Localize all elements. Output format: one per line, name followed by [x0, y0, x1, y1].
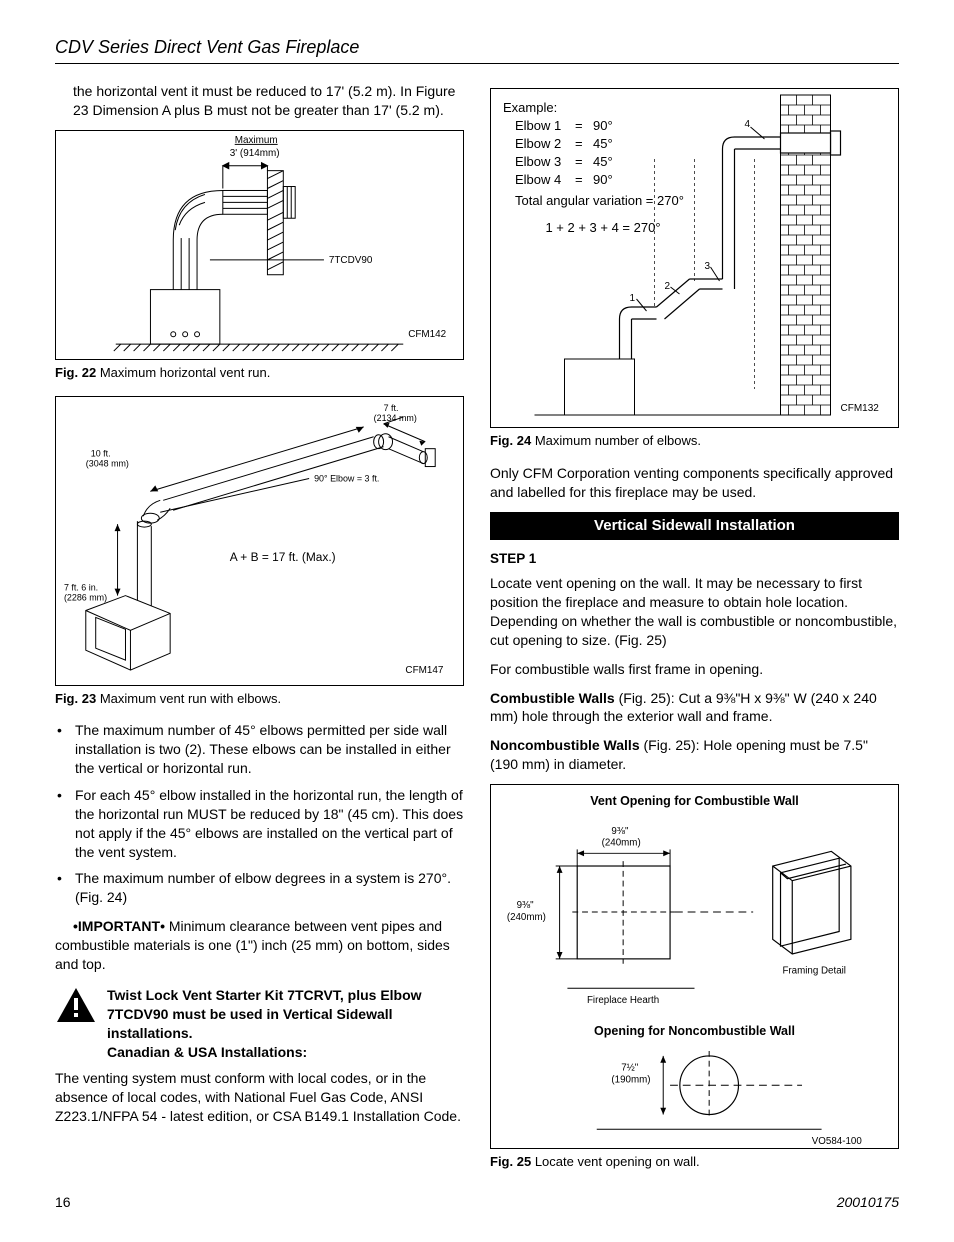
intro-paragraph: the horizontal vent it must be reduced t…	[55, 82, 464, 120]
fig24-num: Fig. 24	[490, 433, 531, 448]
two-column-layout: the horizontal vent it must be reduced t…	[55, 82, 899, 1170]
svg-text:CFM132: CFM132	[841, 403, 880, 414]
svg-text:(190mm): (190mm)	[611, 1074, 650, 1085]
svg-text:Maximum: Maximum	[235, 135, 278, 146]
bullet-2: For each 45° elbow installed in the hori…	[75, 786, 464, 862]
fig25-header-1: Vent Opening for Combustible Wall	[499, 793, 890, 810]
svg-text:A + B = 17 ft. (Max.): A + B = 17 ft. (Max.)	[230, 549, 336, 563]
only-cfm-paragraph: Only CFM Corporation venting components …	[490, 464, 899, 502]
left-column: the horizontal vent it must be reduced t…	[55, 82, 464, 1170]
fig23-text: Maximum vent run with elbows.	[100, 691, 281, 706]
svg-text:CFM142: CFM142	[408, 329, 446, 340]
svg-text:7TCDV90: 7TCDV90	[329, 255, 373, 266]
figure-22-box: Maximum 3' (914mm) 7TCDV90 CFM142	[55, 130, 464, 360]
figure-23-box: 7 ft. (2134 mm) 10 ft. (3048 mm) 90° Elb…	[55, 396, 464, 686]
step1-p1: Locate vent opening on the wall. It may …	[490, 574, 899, 650]
important-note: •IMPORTANT• Minimum clearance between ve…	[55, 917, 464, 974]
figure-25-svg-bottom: 7½" (190mm) VO584-100	[499, 1040, 890, 1150]
bullet-list: The maximum number of 45° elbows permitt…	[55, 721, 464, 907]
page-footer: 16 20010175	[55, 1193, 899, 1212]
figure-22-svg: Maximum 3' (914mm) 7TCDV90 CFM142	[56, 131, 463, 359]
svg-text:4: 4	[745, 119, 751, 130]
svg-text:3' (914mm): 3' (914mm)	[230, 148, 280, 159]
warning-icon	[55, 986, 97, 1024]
page-number: 16	[55, 1193, 71, 1212]
svg-text:Fireplace Hearth: Fireplace Hearth	[587, 995, 659, 1006]
combustible-walls-para: Combustible Walls (Fig. 25): Cut a 9⅜"H …	[490, 689, 899, 727]
step1-p2: For combustible walls first frame in ope…	[490, 660, 899, 679]
fig24-text: Maximum number of elbows.	[535, 433, 701, 448]
fig23-num: Fig. 23	[55, 691, 96, 706]
bullet-1: The maximum number of 45° elbows permitt…	[75, 721, 464, 778]
page-title: CDV Series Direct Vent Gas Fireplace	[55, 35, 899, 64]
svg-text:90° Elbow = 3 ft.: 90° Elbow = 3 ft.	[314, 473, 379, 483]
svg-text:CFM147: CFM147	[405, 665, 443, 676]
fig22-num: Fig. 22	[55, 365, 96, 380]
figure-22-caption: Fig. 22 Maximum horizontal vent run.	[55, 364, 464, 382]
figure-24-svg: 1 2 3 4 CFM132	[491, 89, 898, 429]
figure-23-caption: Fig. 23 Maximum vent run with elbows.	[55, 690, 464, 708]
noncombustible-walls-para: Noncombustible Walls (Fig. 25): Hole ope…	[490, 736, 899, 774]
svg-text:(240mm): (240mm)	[507, 912, 546, 923]
bullet-3: The maximum number of elbow degrees in a…	[75, 869, 464, 907]
fig25-header-2: Opening for Noncombustible Wall	[499, 1023, 890, 1040]
figure-24-caption: Fig. 24 Maximum number of elbows.	[490, 432, 899, 450]
document-number: 20010175	[837, 1193, 899, 1212]
vertical-sidewall-header: Vertical Sidewall Installation	[490, 512, 899, 540]
figure-25-svg-top: 9⅜" (240mm) 9⅜" (240mm)	[499, 810, 890, 1010]
svg-text:2: 2	[665, 281, 671, 292]
svg-text:(2134 mm): (2134 mm)	[374, 413, 417, 423]
svg-text:10 ft.: 10 ft.	[91, 448, 111, 458]
svg-text:Framing Detail: Framing Detail	[782, 966, 846, 977]
svg-text:7½": 7½"	[621, 1062, 639, 1073]
svg-text:7 ft.: 7 ft.	[384, 403, 399, 413]
codes-paragraph: The venting system must conform with loc…	[55, 1069, 464, 1126]
svg-text:(240mm): (240mm)	[602, 837, 641, 848]
figure-24-box: Example: Elbow 1=90° Elbow 2=45° Elbow 3…	[490, 88, 899, 428]
svg-text:3: 3	[705, 261, 711, 272]
figure-25-caption: Fig. 25 Locate vent opening on wall.	[490, 1153, 899, 1171]
step-1-label: STEP 1	[490, 550, 899, 568]
svg-text:(3048 mm): (3048 mm)	[86, 458, 129, 468]
fig25-num: Fig. 25	[490, 1154, 531, 1169]
svg-text:9⅜": 9⅜"	[517, 900, 535, 911]
warning-block: Twist Lock Vent Starter Kit 7TCRVT, plus…	[55, 986, 464, 1062]
svg-text:(2286 mm): (2286 mm)	[64, 592, 107, 602]
figure-23-svg: 7 ft. (2134 mm) 10 ft. (3048 mm) 90° Elb…	[56, 397, 463, 685]
svg-text:7 ft. 6 in.: 7 ft. 6 in.	[64, 582, 98, 592]
fig25-text: Locate vent opening on wall.	[535, 1154, 700, 1169]
right-column: Example: Elbow 1=90° Elbow 2=45° Elbow 3…	[490, 82, 899, 1170]
svg-text:VO584-100: VO584-100	[812, 1136, 863, 1147]
figure-25-box: Vent Opening for Combustible Wall 9⅜" (2…	[490, 784, 899, 1149]
svg-text:9⅜": 9⅜"	[611, 826, 629, 837]
svg-text:1: 1	[630, 293, 636, 304]
warning-text: Twist Lock Vent Starter Kit 7TCRVT, plus…	[107, 986, 464, 1062]
